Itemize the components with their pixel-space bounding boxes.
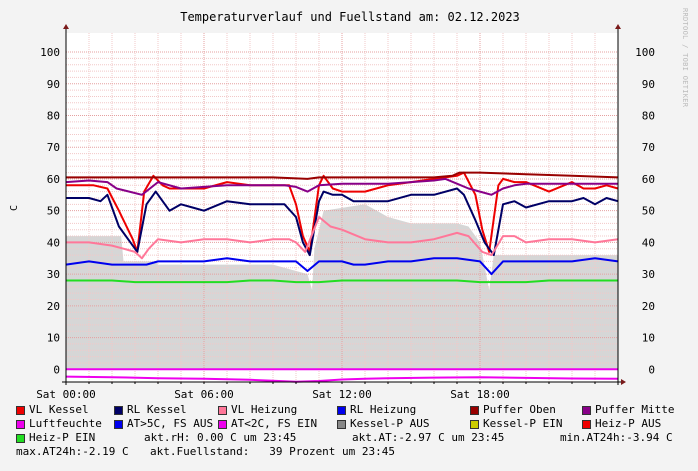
legend-label: VL Heizung bbox=[231, 403, 298, 416]
legend-swatch bbox=[218, 405, 227, 415]
y-tick-label-right: 100 bbox=[635, 46, 655, 59]
status-fuellstand: akt.Fuellstand: 39 Prozent um 23:45 bbox=[150, 445, 396, 458]
watermark: RRDTOOL / TOBI OETIKER bbox=[681, 8, 689, 108]
legend-item-at-5c-fs-aus: AT>5C, FS AUS bbox=[114, 417, 218, 431]
series-line-puffer-oben bbox=[66, 171, 619, 180]
y-axis-arrow-right bbox=[615, 24, 621, 29]
status-max-at: max.AT24h:-2.19 C bbox=[16, 445, 129, 458]
series-lines bbox=[65, 171, 619, 383]
legend-label: RL Heizung bbox=[350, 403, 417, 416]
legend-label: Puffer Oben bbox=[483, 403, 556, 416]
y-tick-label-right: 0 bbox=[648, 363, 655, 376]
legend-label: RL Kessel bbox=[127, 403, 187, 416]
legend-item-kessel-p-aus: Kessel-P AUS bbox=[337, 417, 470, 431]
legend: VL Kessel RL Kessel VL Heizung RL Heizung Pu… bbox=[16, 403, 692, 459]
y-tick-label-left: 0 bbox=[53, 363, 60, 376]
y-tick-label-left: 10 bbox=[47, 332, 60, 345]
legend-item-vl-heizung: VL Heizung bbox=[218, 403, 337, 417]
legend-row-3: Heiz-P EIN akt.rH: 0.00 C um 23:45 akt.A… bbox=[16, 431, 692, 445]
legend-swatch bbox=[337, 419, 346, 429]
legend-item-heiz-p-aus: Heiz-P AUS bbox=[582, 417, 682, 431]
legend-swatch bbox=[470, 405, 479, 415]
series-line-rl-heizung bbox=[65, 257, 619, 276]
y-tick-label-right: 70 bbox=[642, 141, 655, 154]
tick-labels: 0 0 10 10 20 20 30 30 40 40 50 50 60 60 70 70 80 80 90 90 10… bbox=[36, 46, 655, 401]
legend-label: VL Kessel bbox=[29, 403, 89, 416]
legend-row-4: max.AT24h:-2.19 C akt.Fuellstand: 39 Pro… bbox=[16, 445, 692, 459]
legend-item-puffer-mitte: Puffer Mitte bbox=[582, 403, 682, 417]
legend-row-2: Luftfeuchte AT>5C, FS AUS AT<2C, FS EIN Kes… bbox=[16, 417, 692, 431]
status-min-at: min.AT24h:-3.94 C bbox=[560, 431, 673, 444]
y-axis-arrow-left bbox=[63, 24, 69, 29]
legend-swatch bbox=[16, 419, 25, 429]
x-tick-label: Sat 00:00 bbox=[36, 388, 96, 401]
legend-item-kessel-p-ein: Kessel-P EIN bbox=[470, 417, 582, 431]
y-tick-label-left: 30 bbox=[47, 268, 60, 281]
legend-label: Kessel-P EIN bbox=[483, 417, 563, 430]
legend-swatch bbox=[582, 419, 591, 429]
legend-item-rl-kessel: RL Kessel bbox=[114, 403, 218, 417]
legend-swatch bbox=[218, 419, 227, 429]
legend-item-heiz-p-ein: Heiz-P EIN bbox=[16, 431, 144, 445]
legend-item-at-2c-fs-ein: AT<2C, FS EIN bbox=[218, 417, 337, 431]
y-tick-label-right: 20 bbox=[642, 300, 655, 313]
y-tick-label-left: 80 bbox=[47, 109, 60, 122]
x-tick-label: Sat 12:00 bbox=[312, 388, 372, 401]
x-axis-arrow bbox=[621, 379, 626, 385]
legend-item-puffer-oben: Puffer Oben bbox=[470, 403, 582, 417]
legend-swatch bbox=[114, 405, 123, 415]
legend-label: Puffer Mitte bbox=[595, 403, 675, 416]
y-tick-label-right: 90 bbox=[642, 78, 655, 91]
series-line-heiz-p-ein bbox=[66, 279, 618, 284]
y-tick-label-right: 50 bbox=[642, 205, 655, 218]
legend-swatch bbox=[470, 419, 479, 429]
legend-label: AT<2C, FS EIN bbox=[231, 417, 318, 430]
y-tick-label-right: 30 bbox=[642, 268, 655, 281]
y-tick-label-left: 90 bbox=[47, 78, 60, 91]
y-tick-label-right: 80 bbox=[642, 109, 655, 122]
legend-item-luftfeuchte: Luftfeuchte bbox=[16, 417, 114, 431]
axes bbox=[62, 24, 626, 385]
legend-row-1: VL Kessel RL Kessel VL Heizung RL Heizung Pu… bbox=[16, 403, 692, 417]
legend-swatch bbox=[337, 405, 346, 415]
status-rh: akt.rH: 0.00 C um 23:45 bbox=[144, 431, 297, 444]
legend-swatch bbox=[16, 405, 25, 415]
legend-label: Kessel-P AUS bbox=[350, 417, 430, 430]
series-line-vl-kessel bbox=[66, 171, 619, 253]
legend-label: Heiz-P AUS bbox=[595, 417, 662, 430]
y-axis-label: C bbox=[9, 205, 20, 211]
legend-label: AT>5C, FS AUS bbox=[127, 417, 214, 430]
y-tick-label-right: 40 bbox=[642, 236, 655, 249]
legend-label: Heiz-P EIN bbox=[29, 431, 96, 444]
legend-label: Luftfeuchte bbox=[29, 417, 102, 430]
legend-swatch bbox=[582, 405, 591, 415]
legend-item-rl-heizung: RL Heizung bbox=[337, 403, 470, 417]
y-tick-label-right: 10 bbox=[642, 332, 655, 345]
y-tick-label-left: 100 bbox=[40, 46, 60, 59]
legend-item-vl-kessel: VL Kessel bbox=[16, 403, 114, 417]
y-tick-label-left: 20 bbox=[47, 300, 60, 313]
series-line-puffer-mitte bbox=[65, 177, 618, 196]
chart-title: Temperaturverlauf und Fuellstand am: 02.… bbox=[180, 10, 520, 24]
x-tick-label: Sat 06:00 bbox=[174, 388, 234, 401]
x-tick-label: Sat 18:00 bbox=[450, 388, 510, 401]
y-tick-label-left: 60 bbox=[47, 173, 60, 186]
y-tick-label-left: 50 bbox=[47, 205, 60, 218]
y-tick-label-left: 40 bbox=[47, 236, 60, 249]
y-tick-label-left: 70 bbox=[47, 141, 60, 154]
y-tick-label-right: 60 bbox=[642, 173, 655, 186]
series-line-vl-heizung bbox=[66, 216, 619, 260]
series-line-rl-kessel bbox=[66, 187, 619, 257]
legend-swatch bbox=[114, 419, 123, 429]
legend-swatch bbox=[16, 433, 25, 443]
status-at: akt.AT:-2.97 C um 23:45 bbox=[352, 431, 505, 444]
series-line-at-2c-fs-ein bbox=[65, 375, 619, 383]
